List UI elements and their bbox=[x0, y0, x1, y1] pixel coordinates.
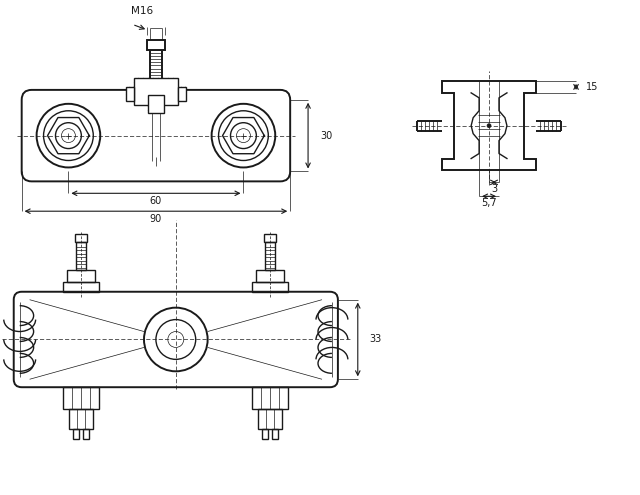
Text: 90: 90 bbox=[150, 214, 162, 224]
Polygon shape bbox=[442, 81, 536, 170]
Text: 5,7: 5,7 bbox=[481, 198, 497, 208]
Bar bbox=[266, 242, 275, 270]
Bar bbox=[252, 282, 288, 292]
Bar bbox=[63, 387, 99, 409]
Bar bbox=[74, 429, 79, 439]
Text: 33: 33 bbox=[370, 335, 382, 345]
FancyBboxPatch shape bbox=[22, 90, 290, 181]
Bar bbox=[76, 242, 86, 270]
Bar bbox=[259, 409, 282, 429]
Text: M16: M16 bbox=[131, 6, 153, 16]
FancyBboxPatch shape bbox=[13, 292, 338, 387]
Text: 3: 3 bbox=[491, 184, 497, 195]
Bar bbox=[76, 234, 87, 242]
Bar bbox=[67, 270, 95, 282]
Bar bbox=[147, 40, 165, 50]
Bar bbox=[63, 282, 99, 292]
Text: 15: 15 bbox=[586, 82, 598, 92]
Bar bbox=[272, 429, 278, 439]
Bar bbox=[134, 78, 178, 105]
Bar bbox=[178, 87, 186, 101]
Bar bbox=[264, 234, 276, 242]
Bar bbox=[148, 95, 164, 113]
Text: 30: 30 bbox=[320, 131, 332, 141]
Circle shape bbox=[487, 124, 491, 128]
Bar bbox=[126, 87, 134, 101]
Bar bbox=[83, 429, 90, 439]
Text: 60: 60 bbox=[150, 196, 162, 206]
Bar bbox=[257, 270, 284, 282]
Bar bbox=[262, 429, 268, 439]
Bar bbox=[252, 387, 288, 409]
Bar bbox=[69, 409, 93, 429]
